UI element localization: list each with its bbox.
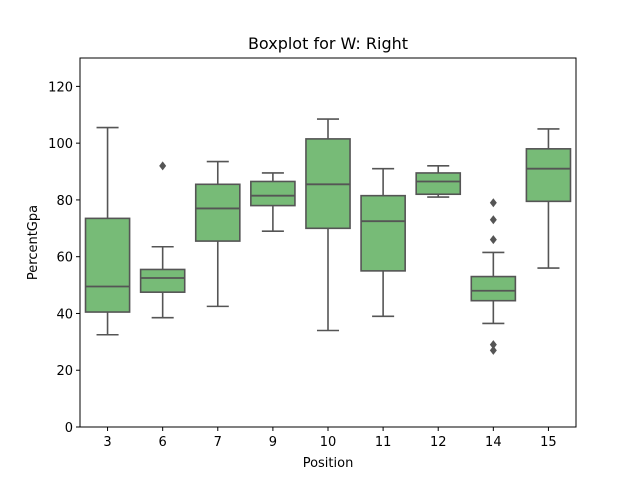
y-tick-label: 0 [65, 421, 73, 436]
outlier-point [489, 215, 497, 225]
box [525, 148, 572, 203]
box-group-7 [194, 160, 241, 308]
x-tick-label: 6 [159, 435, 167, 450]
y-tick-label: 20 [56, 364, 73, 379]
box-group-15 [525, 128, 572, 269]
outlier-point [489, 340, 497, 350]
x-tick-label: 3 [103, 435, 111, 450]
box [415, 172, 462, 196]
y-tick-label: 100 [48, 137, 73, 152]
x-tick-label: 7 [214, 435, 222, 450]
outlier-point [489, 198, 497, 208]
box-group-14 [470, 198, 517, 355]
outlier-point [489, 235, 497, 245]
box [250, 180, 296, 207]
outlier-point [489, 345, 497, 355]
box-group-11 [360, 167, 406, 318]
x-tick-label: 11 [375, 435, 392, 450]
box-group-12 [415, 165, 462, 198]
box [84, 217, 131, 313]
plot-area [84, 118, 572, 355]
box-group-10 [305, 118, 351, 332]
x-tick-label: 15 [540, 435, 557, 450]
box-group-3 [84, 126, 131, 336]
x-tick-label: 14 [485, 435, 502, 450]
y-tick-label: 80 [56, 194, 73, 209]
box-group-6 [139, 161, 186, 319]
box [139, 268, 186, 293]
y-tick-label: 120 [48, 80, 73, 95]
y-tick-label: 60 [56, 251, 73, 266]
y-tick-label: 40 [56, 307, 73, 322]
x-axis-title: Position [303, 456, 354, 471]
plot-frame [79, 57, 577, 428]
box [194, 183, 241, 242]
box [470, 275, 517, 302]
x-tick-label: 12 [430, 435, 447, 450]
box-group-9 [250, 172, 296, 232]
box [360, 194, 406, 272]
y-axis-title: PercentGpa [26, 205, 41, 280]
chart-title: Boxplot for W: Right [248, 34, 408, 53]
y-axis: 0 20 40 60 80 100 120 [48, 80, 80, 436]
outlier-point [159, 161, 167, 171]
x-axis: 3 6 7 9 10 11 12 14 15 [103, 427, 557, 450]
x-tick-label: 9 [269, 435, 277, 450]
x-tick-label: 10 [320, 435, 337, 450]
